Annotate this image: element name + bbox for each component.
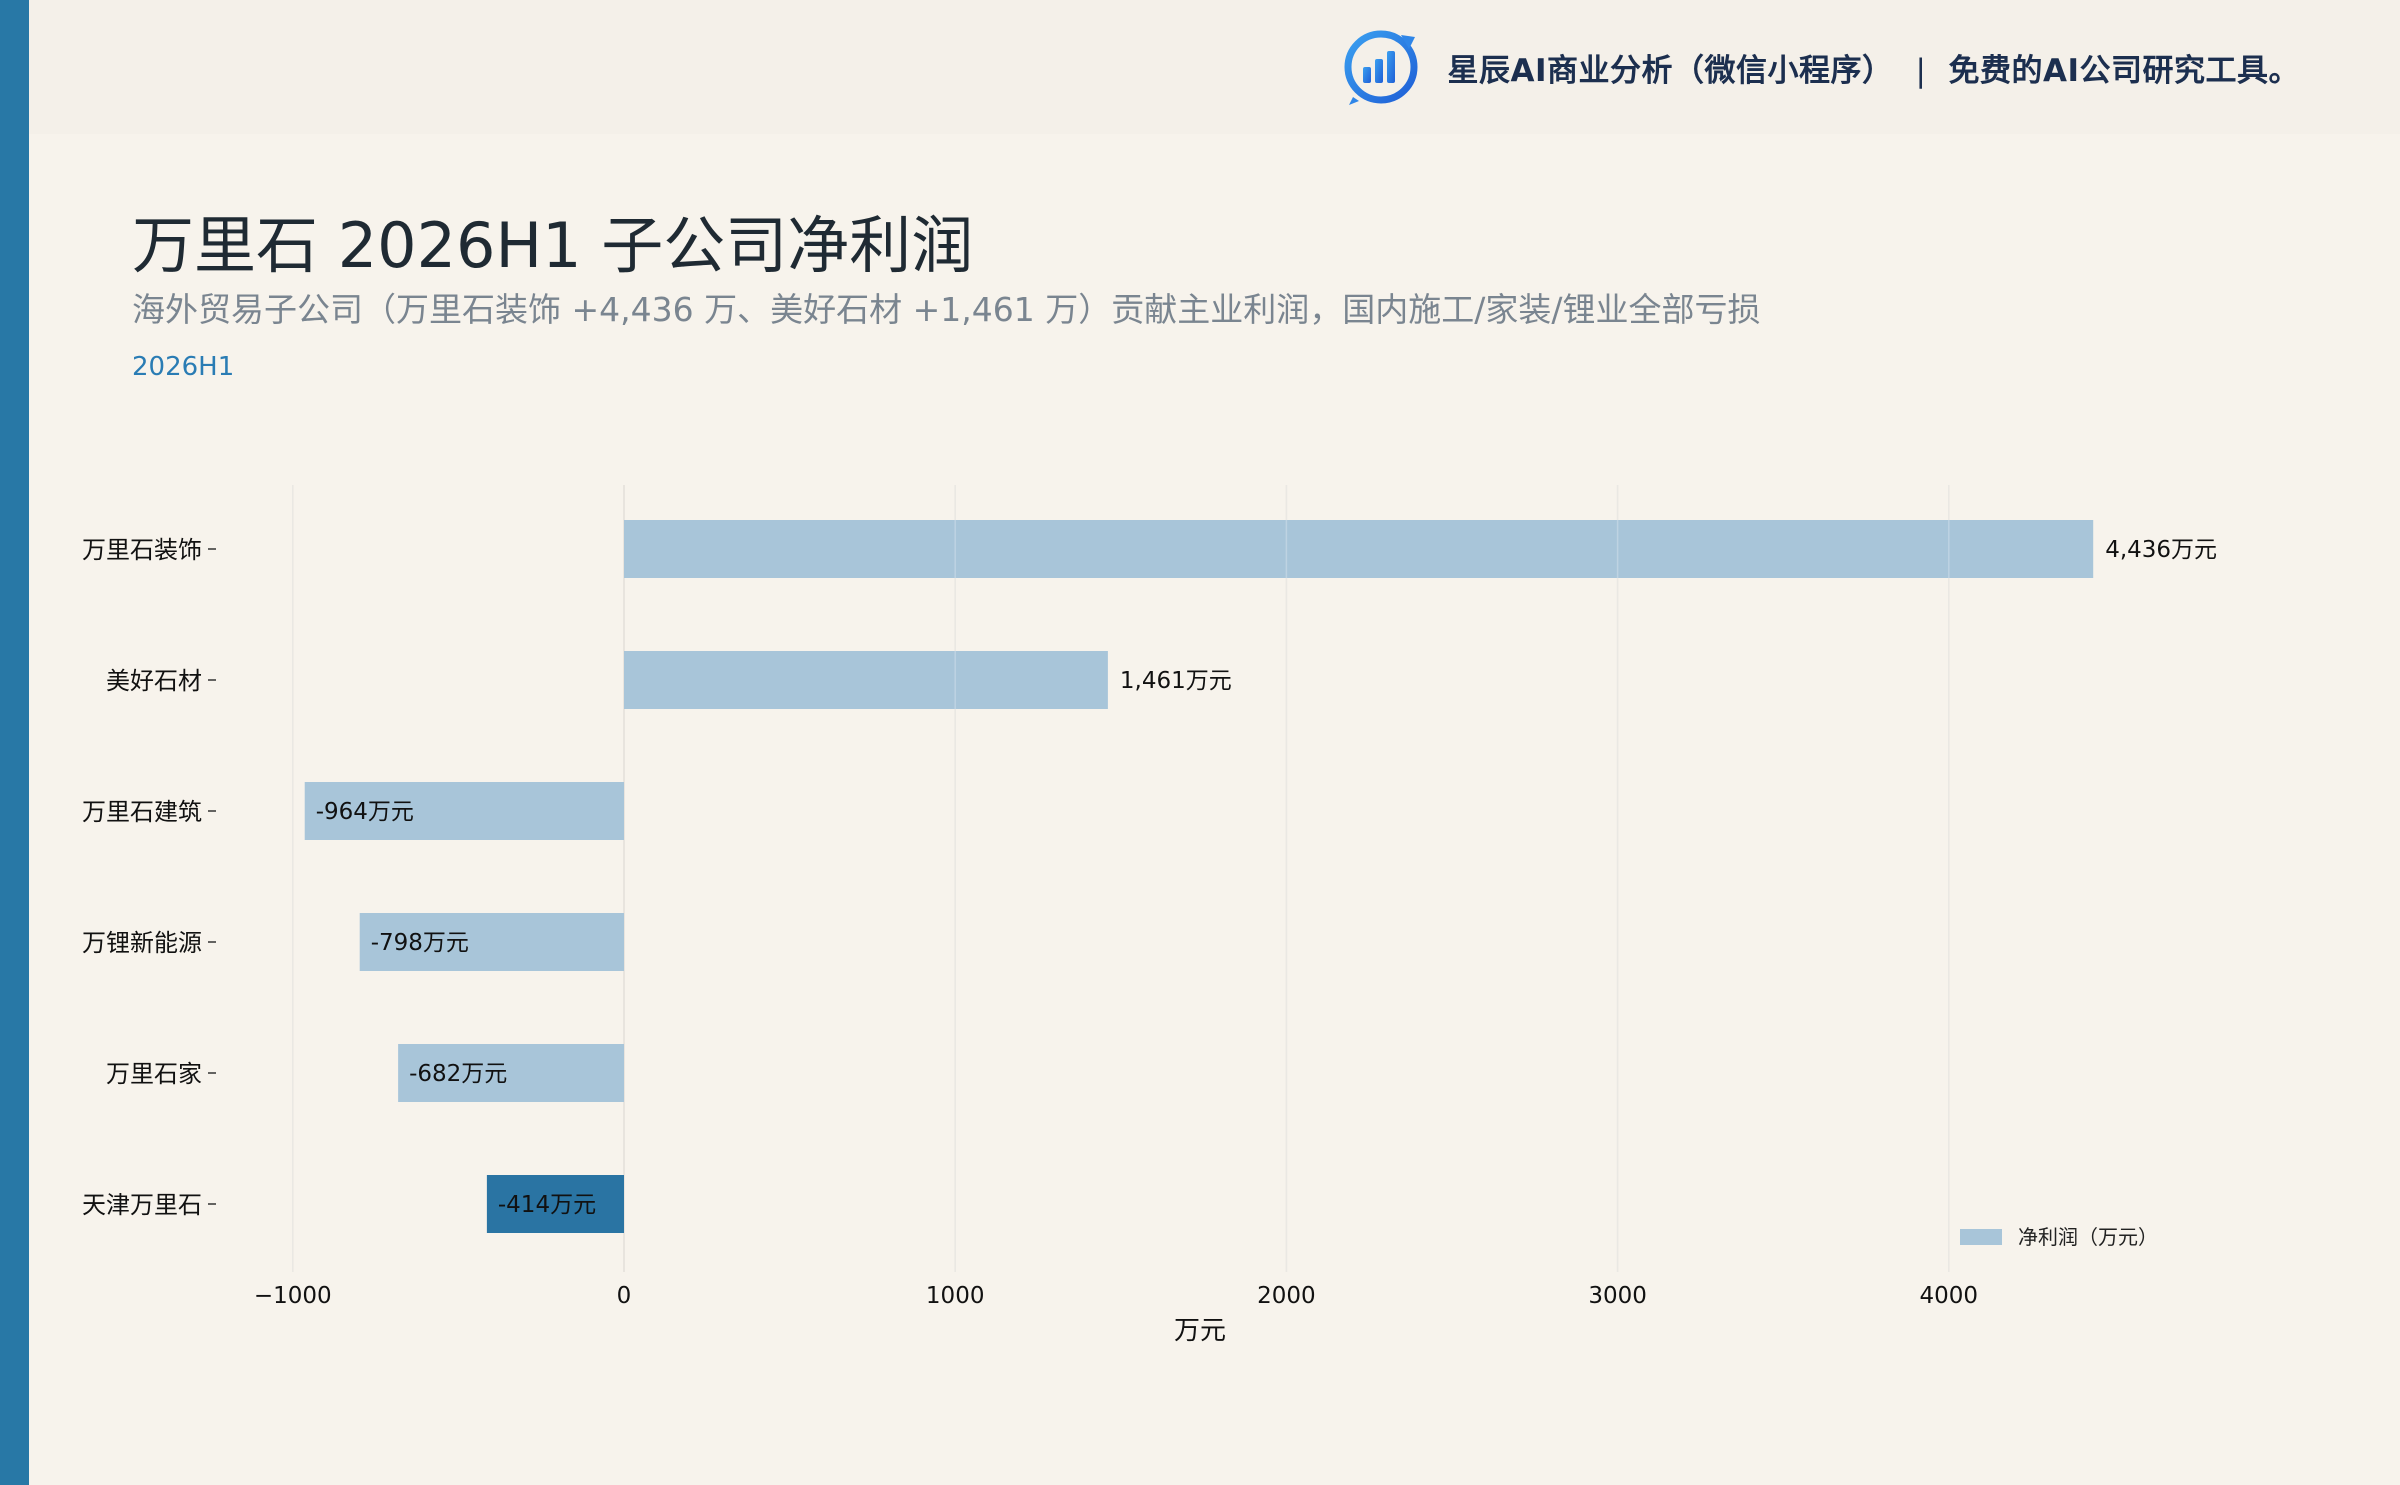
category-label: 天津万里石 bbox=[82, 1191, 202, 1219]
category-label: 万里石建筑 bbox=[82, 798, 202, 826]
header-band bbox=[29, 0, 2400, 134]
category-label: 美好石材 bbox=[106, 667, 202, 695]
x-tick-label: 3000 bbox=[1588, 1283, 1647, 1309]
brand: 星辰AI商业分析（微信小程序） | 免费的AI公司研究工具。 bbox=[1341, 22, 2300, 112]
x-tick-label: 4000 bbox=[1920, 1283, 1979, 1309]
bar bbox=[304, 782, 624, 840]
bar bbox=[486, 1175, 624, 1233]
brand-separator: | bbox=[1915, 52, 1927, 89]
data-label: 4,436万元 bbox=[2105, 537, 2217, 563]
data-label: -682万元 bbox=[409, 1061, 507, 1087]
chart-logo-icon bbox=[1344, 30, 1418, 105]
bar bbox=[624, 520, 2094, 578]
period-label: 2026H1 bbox=[132, 352, 235, 382]
data-label: -414万元 bbox=[498, 1192, 596, 1218]
left-accent-bar bbox=[0, 0, 29, 1485]
data-label: -964万元 bbox=[316, 799, 414, 825]
chart-subtitle: 海外贸易子公司（万里石装饰 +4,436 万、美好石材 +1,461 万）贡献主… bbox=[132, 290, 1761, 329]
x-tick-label: 2000 bbox=[1257, 1283, 1316, 1309]
brand-text: 星辰AI商业分析（微信小程序） | 免费的AI公司研究工具。 bbox=[1447, 45, 2300, 90]
x-axis-title: 万元 bbox=[1174, 1316, 1226, 1346]
category-label: 万里石家 bbox=[106, 1060, 202, 1088]
x-tick-label: 0 bbox=[617, 1283, 632, 1309]
legend-swatch bbox=[1960, 1229, 2002, 1245]
x-tick-label: 1000 bbox=[926, 1283, 985, 1309]
bar bbox=[624, 651, 1108, 709]
legend-label: 净利润（万元） bbox=[2018, 1225, 2158, 1249]
chart-title: 万里石 2026H1 子公司净利润 bbox=[132, 209, 974, 282]
x-tick-label: −1000 bbox=[254, 1283, 332, 1309]
brand-tagline: 免费的AI公司研究工具。 bbox=[1948, 52, 2300, 89]
bar bbox=[398, 1044, 624, 1102]
category-label: 万里石装饰 bbox=[82, 536, 202, 564]
category-label: 万锂新能源 bbox=[82, 929, 202, 957]
data-label: 1,461万元 bbox=[1120, 668, 1232, 694]
brand-name: 星辰AI商业分析（微信小程序） bbox=[1447, 52, 1894, 89]
data-label: -798万元 bbox=[371, 930, 469, 956]
bar bbox=[359, 913, 624, 971]
